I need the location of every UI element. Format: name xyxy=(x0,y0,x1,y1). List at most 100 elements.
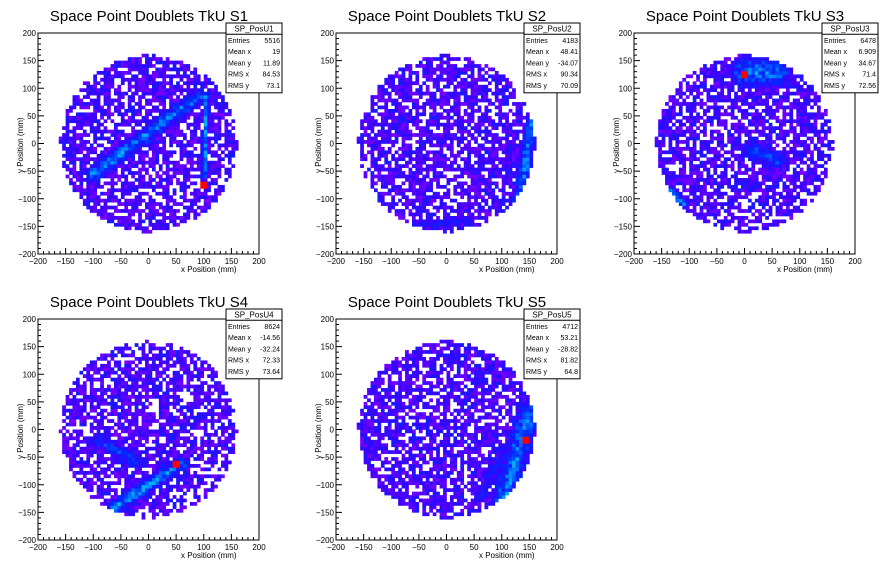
heatmap-cell xyxy=(429,64,433,68)
heatmap-cell xyxy=(131,209,135,213)
heatmap-cell xyxy=(515,143,520,148)
heatmap-cell xyxy=(456,222,461,227)
heatmap-cell xyxy=(148,64,153,68)
heatmap-cell xyxy=(765,146,769,151)
heatmap-cell xyxy=(460,146,465,151)
heatmap-cell xyxy=(231,126,236,130)
heatmap-cell xyxy=(117,136,122,141)
heatmap-cell xyxy=(477,74,482,79)
heatmap-cell xyxy=(727,212,731,217)
heatmap-cell xyxy=(515,146,520,151)
heatmap-cell xyxy=(141,67,146,72)
heatmap-cell xyxy=(512,160,516,165)
heatmap-cell xyxy=(723,126,728,130)
heatmap-cell xyxy=(141,164,146,168)
heatmap-cell xyxy=(446,157,451,162)
heatmap-cell xyxy=(75,122,80,127)
heatmap-cell xyxy=(713,88,718,92)
heatmap-cell xyxy=(470,222,475,227)
heatmap-cell xyxy=(217,105,222,110)
heatmap-cell xyxy=(158,136,163,141)
heatmap-cell xyxy=(398,81,402,86)
heatmap-cell xyxy=(196,81,201,86)
heatmap-cell xyxy=(792,81,797,86)
heatmap-cell xyxy=(72,405,77,410)
heatmap-cell xyxy=(754,67,759,72)
heatmap-cell xyxy=(484,209,489,213)
heatmap-cell xyxy=(696,174,700,179)
heatmap-cell xyxy=(689,84,693,89)
heatmap-cell xyxy=(723,98,728,103)
heatmap-cell xyxy=(418,64,423,68)
heatmap-cell xyxy=(765,140,769,144)
heatmap-cell xyxy=(723,74,728,79)
heatmap-cell xyxy=(217,112,222,117)
heatmap-cell xyxy=(796,191,801,196)
heatmap-cell xyxy=(754,60,759,65)
heatmap-cell xyxy=(723,209,728,213)
heatmap-cell xyxy=(200,174,205,179)
heatmap-cell xyxy=(443,226,447,231)
y-tick-label: 50 xyxy=(325,112,334,121)
heatmap-cell xyxy=(227,153,232,158)
heatmap-cell xyxy=(436,222,440,227)
heatmap-cell xyxy=(422,209,427,213)
heatmap-cell xyxy=(713,212,718,217)
heatmap-cell xyxy=(692,167,697,172)
heatmap-cell xyxy=(79,174,84,179)
heatmap-cell xyxy=(741,146,745,151)
heatmap-cell xyxy=(214,133,218,137)
heatmap-cell xyxy=(384,153,389,158)
heatmap-cell xyxy=(107,81,111,86)
heatmap-cell xyxy=(145,70,149,75)
heatmap-cell xyxy=(768,153,773,158)
heatmap-cell xyxy=(467,146,471,151)
heatmap-cell xyxy=(491,91,496,96)
heatmap-cell xyxy=(460,70,465,75)
heatmap-cell xyxy=(501,150,506,155)
heatmap-cell xyxy=(789,129,794,134)
heatmap-cell xyxy=(744,209,749,213)
heatmap-cell xyxy=(460,133,465,137)
heatmap-cell xyxy=(72,174,77,179)
heatmap-cell xyxy=(789,209,794,213)
heatmap-cell xyxy=(200,91,205,96)
heatmap-cell xyxy=(189,181,194,186)
heatmap-cell xyxy=(443,108,447,113)
heatmap-cell xyxy=(183,95,187,99)
heatmap-cell xyxy=(380,146,385,151)
heatmap-cell xyxy=(505,133,509,137)
heatmap-cell xyxy=(158,91,163,96)
heatmap-cell xyxy=(405,81,409,86)
stats-value: 70.09 xyxy=(560,83,578,90)
heatmap-cell xyxy=(439,226,444,231)
heatmap-cell xyxy=(741,67,745,72)
heatmap-cell xyxy=(131,67,135,72)
heatmap-cell xyxy=(425,209,430,213)
heatmap-cell xyxy=(661,150,666,155)
heatmap-cell xyxy=(75,415,80,420)
heatmap-cell xyxy=(789,146,794,151)
heatmap-cell xyxy=(758,98,763,103)
heatmap-cell xyxy=(505,102,509,106)
heatmap-cell xyxy=(86,133,91,137)
heatmap-cell xyxy=(737,57,742,61)
heatmap-cell xyxy=(203,140,208,144)
heatmap-cell xyxy=(692,164,697,168)
heatmap-cell xyxy=(775,70,780,75)
heatmap-cell xyxy=(405,205,409,210)
heatmap-cell xyxy=(405,146,409,151)
heatmap-cell xyxy=(772,164,776,168)
heatmap-cell xyxy=(484,133,489,137)
heatmap-cell xyxy=(678,112,683,117)
heatmap-cell xyxy=(380,95,385,99)
heatmap-cell xyxy=(207,171,211,175)
heatmap-cell xyxy=(138,226,142,231)
heatmap-cell xyxy=(792,188,797,193)
stats-label: RMS x xyxy=(824,72,846,79)
heatmap-cell xyxy=(62,160,66,165)
heatmap-cell xyxy=(203,119,208,124)
heatmap-cell xyxy=(425,167,430,172)
heatmap-cell xyxy=(401,212,406,217)
heatmap-cell xyxy=(487,98,492,103)
